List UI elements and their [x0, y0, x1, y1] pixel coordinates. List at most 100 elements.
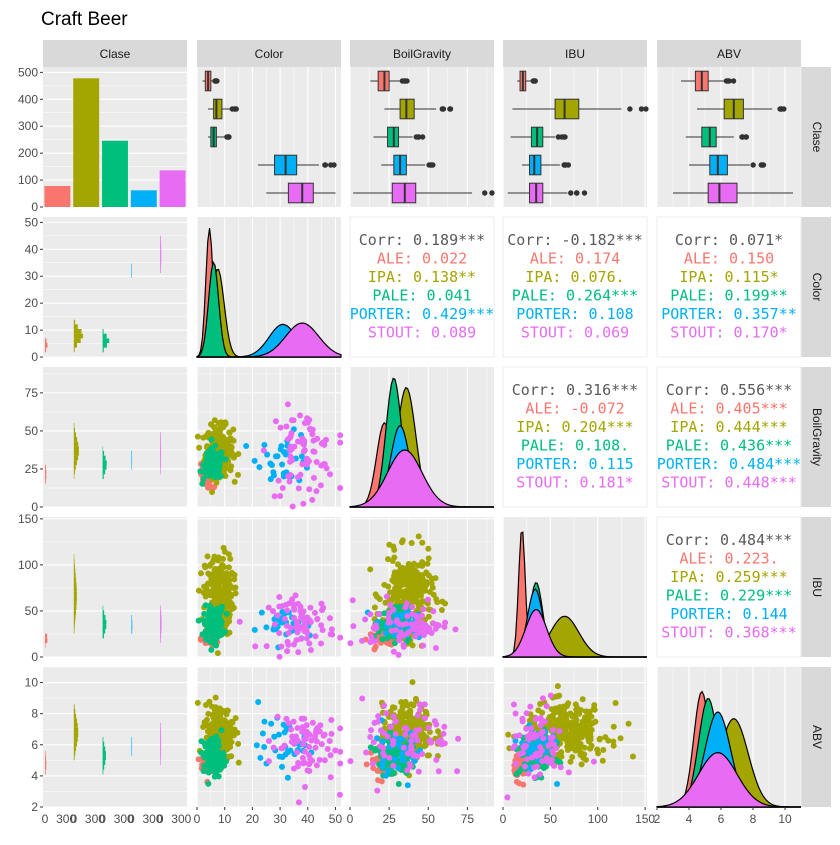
- x-tick-label-hist: 0: [99, 812, 106, 826]
- scatter-point-ipa: [599, 757, 606, 764]
- scatter-point-ipa: [214, 650, 221, 657]
- scatter-point-stout: [288, 726, 295, 733]
- y-tick-label: 100: [18, 558, 38, 572]
- scatter-point-stout: [307, 618, 314, 625]
- box-outlier: [440, 106, 447, 112]
- scatter-point-stout: [434, 621, 441, 628]
- scatter-point-ipa: [389, 558, 396, 565]
- scatter-point-ipa: [581, 744, 588, 751]
- hist-bin-pale: [102, 765, 105, 770]
- scatter-point-stout: [413, 613, 420, 620]
- scatter-point-ipa: [219, 570, 226, 577]
- row-strip-color: [801, 217, 831, 357]
- scatter-point-porter: [268, 720, 275, 727]
- scatter-point-stout: [284, 607, 291, 614]
- scatter-point-stout: [319, 607, 326, 614]
- scatter-point-stout: [286, 478, 293, 485]
- box-outlier: [489, 190, 495, 196]
- box-outlier: [781, 106, 787, 112]
- scatter-point-ipa: [194, 433, 201, 440]
- scatter-point-ipa: [217, 439, 224, 446]
- y-tick-label: 150: [18, 512, 38, 526]
- hist-bin-pale: [102, 741, 105, 747]
- scatter-point-ipa: [407, 573, 414, 580]
- box-outlier: [224, 134, 230, 140]
- scatter-point-stout: [359, 695, 366, 702]
- scatter-point-stout: [387, 619, 394, 626]
- scatter-point-porter: [270, 469, 277, 476]
- scatter-point-stout: [306, 416, 313, 423]
- scatter-point-stout: [417, 706, 424, 713]
- scatter-point-stout: [290, 601, 297, 608]
- scatter-point-stout: [375, 713, 382, 720]
- scatter-point-ipa: [223, 596, 230, 603]
- scatter-point-ipa: [209, 488, 216, 495]
- hist-bin-ipa: [73, 432, 76, 437]
- scatter-point-ipa: [399, 710, 406, 717]
- scatter-point-pale: [202, 636, 209, 643]
- corr-label-pale: PALE: 0.229***: [666, 587, 792, 605]
- scatter-point-stout: [385, 614, 392, 621]
- scatter-point-stout: [309, 719, 316, 726]
- scatter-point-pale: [208, 436, 215, 443]
- scatter-point-stout: [350, 623, 357, 630]
- scatter-point-stout: [324, 745, 331, 752]
- scatter-point-porter: [379, 738, 386, 745]
- y-tick-label: 50: [25, 215, 39, 229]
- scatter-point-ipa: [220, 555, 227, 562]
- scatter-point-stout: [270, 744, 277, 751]
- scatter-point-stout: [419, 750, 426, 757]
- box-outlier: [627, 106, 633, 112]
- scatter-point-ale: [375, 777, 382, 784]
- scatter-point-stout: [289, 503, 296, 510]
- scatter-point-stout: [528, 725, 535, 732]
- scatter-point-stout: [302, 626, 309, 633]
- scatter-point-stout: [327, 752, 334, 759]
- scatter-point-porter: [243, 442, 250, 449]
- scatter-point-stout: [318, 600, 325, 607]
- scatter-point-ipa: [228, 593, 235, 600]
- scatter-point-stout: [525, 770, 532, 777]
- scatter-point-stout: [309, 431, 316, 438]
- scatter-point-pale: [214, 754, 221, 761]
- scatter-point-stout: [381, 702, 388, 709]
- box-outlier: [482, 190, 488, 196]
- scatter-point-porter: [554, 780, 561, 787]
- scatter-point-ipa: [218, 423, 225, 430]
- y-tick-label: 0: [31, 650, 38, 664]
- scatter-point-ipa: [404, 577, 411, 584]
- scatter-point-stout: [307, 647, 314, 654]
- hist-bin-pale: [102, 474, 104, 479]
- scatter-point-ipa: [419, 575, 426, 582]
- scatter-point-porter: [263, 624, 270, 631]
- box-outlier: [638, 106, 645, 112]
- x-tick-label: 10: [778, 812, 792, 826]
- panel-3-4: [656, 516, 802, 658]
- scatter-point-porter: [400, 756, 407, 763]
- scatter-point-ipa: [214, 721, 221, 728]
- scatter-point-ipa: [569, 753, 576, 760]
- scatter-point-stout: [290, 417, 297, 424]
- scatter-point-stout: [392, 627, 399, 634]
- box-outlier: [233, 106, 239, 112]
- scatter-point-ale: [197, 636, 204, 643]
- scatter-point-porter: [282, 751, 289, 758]
- scatter-point-ipa: [209, 559, 216, 566]
- hist-bin-ale: [45, 751, 46, 756]
- box-outlier: [562, 162, 569, 168]
- scatter-point-pale: [208, 615, 215, 622]
- scatter-point-stout: [367, 639, 374, 646]
- scatter-point-ipa: [425, 545, 432, 552]
- scatter-point-ipa: [572, 701, 579, 708]
- hist-bin-pale: [102, 605, 104, 611]
- scatter-point-ipa: [235, 740, 242, 747]
- hist-bin-stout: [160, 751, 161, 756]
- scatter-point-stout: [288, 738, 295, 745]
- scatter-point-ipa: [438, 607, 445, 614]
- hist-bin-ipa: [73, 605, 77, 611]
- scatter-point-stout: [418, 625, 425, 632]
- scatter-point-ipa: [221, 548, 228, 555]
- scatter-point-stout: [295, 600, 302, 607]
- scatter-point-ipa: [422, 742, 429, 749]
